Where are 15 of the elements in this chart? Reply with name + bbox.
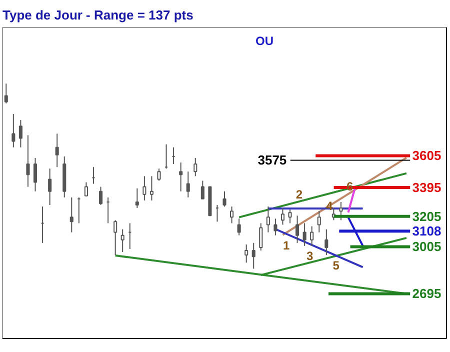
chart-title: Type de Jour - Range = 137 pts [2, 8, 194, 22]
annotation: 2 [296, 187, 303, 202]
y-tick-label: 3205 [412, 208, 442, 224]
y-tick-label: 3605 [412, 148, 442, 164]
annotation: 6 [346, 180, 354, 194]
annotation: 5 [332, 258, 340, 273]
annotation: OU [256, 34, 274, 48]
annotation: 1 [282, 238, 290, 252]
annotation: 3 [306, 248, 314, 263]
y-tick-label: 3395 [412, 180, 442, 196]
annotation: 4 [326, 199, 334, 214]
y-tick-label: 3005 [412, 239, 442, 254]
ref-line-label: 3575 [258, 152, 287, 168]
y-tick-label: 2695 [412, 286, 442, 302]
y-tick-label: 3108 [412, 224, 442, 239]
